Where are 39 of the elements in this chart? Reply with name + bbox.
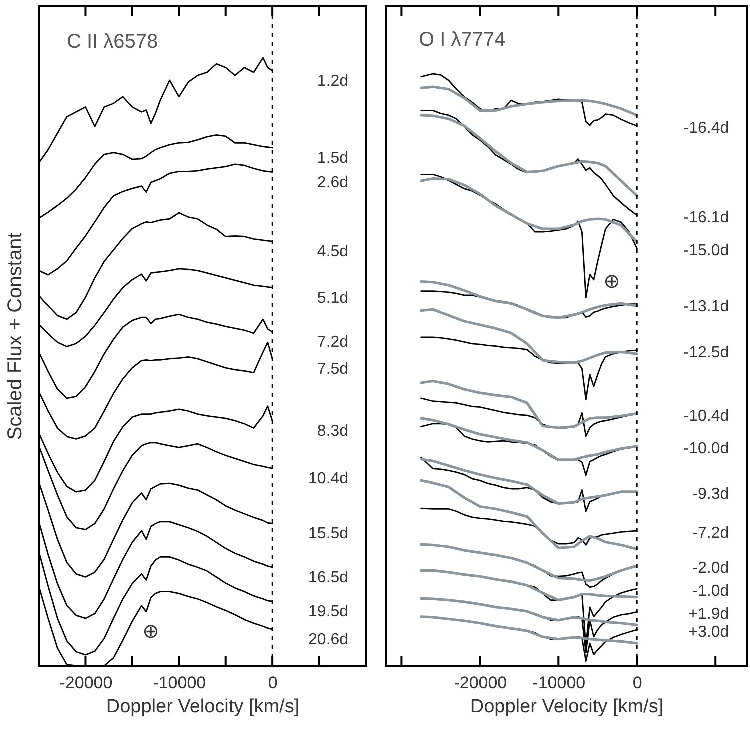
text: 4.5d — [317, 244, 349, 261]
x-tick-label: -20000 — [60, 674, 113, 692]
text: -7.2d — [692, 525, 730, 542]
x-tick-label: -10000 — [532, 674, 586, 692]
text: 10.4d — [308, 470, 349, 488]
text: 1.5d — [317, 150, 349, 167]
text: -12.5d — [684, 344, 730, 362]
text: 15.5d — [308, 526, 349, 543]
text: 20.6d — [308, 632, 349, 649]
text: 1.2d — [317, 72, 349, 90]
text: 8.3d — [317, 422, 349, 440]
x-tick-label: 0 — [632, 674, 642, 692]
text: -2.0d — [692, 560, 730, 577]
text: +1.9d — [688, 606, 730, 624]
text: 19.5d — [308, 604, 349, 621]
text: +3.0d — [688, 624, 730, 641]
annotation: ⊕ — [142, 619, 160, 643]
text: -15.0d — [684, 242, 730, 260]
text: 2.6d — [317, 174, 349, 192]
y-axis-title: Scaled Flux + Constant — [4, 232, 26, 440]
x-axis-title: Doppler Velocity [km/s] — [106, 696, 300, 718]
text: 16.5d — [308, 570, 349, 587]
x-tick-label: -20000 — [454, 674, 508, 692]
x-tick-label: -10000 — [153, 674, 206, 692]
text: 7.5d — [317, 360, 349, 378]
text: -10.0d — [684, 440, 730, 458]
text: -9.3d — [692, 486, 730, 503]
annotation: ⊕ — [604, 269, 620, 293]
x-tick-label: 0 — [268, 674, 278, 692]
chart-title: O I λ7774 — [419, 29, 506, 51]
text: -16.1d — [684, 209, 730, 226]
text: -1.0d — [692, 583, 730, 600]
x-axis-title: Doppler Velocity [km/s] — [470, 696, 664, 718]
text: -13.1d — [684, 298, 730, 316]
text: 7.2d — [317, 334, 349, 352]
chart-title: C II λ6578 — [67, 31, 158, 53]
text: 5.1d — [317, 290, 349, 307]
text: -16.4d — [684, 120, 730, 138]
text: -10.4d — [684, 408, 730, 425]
